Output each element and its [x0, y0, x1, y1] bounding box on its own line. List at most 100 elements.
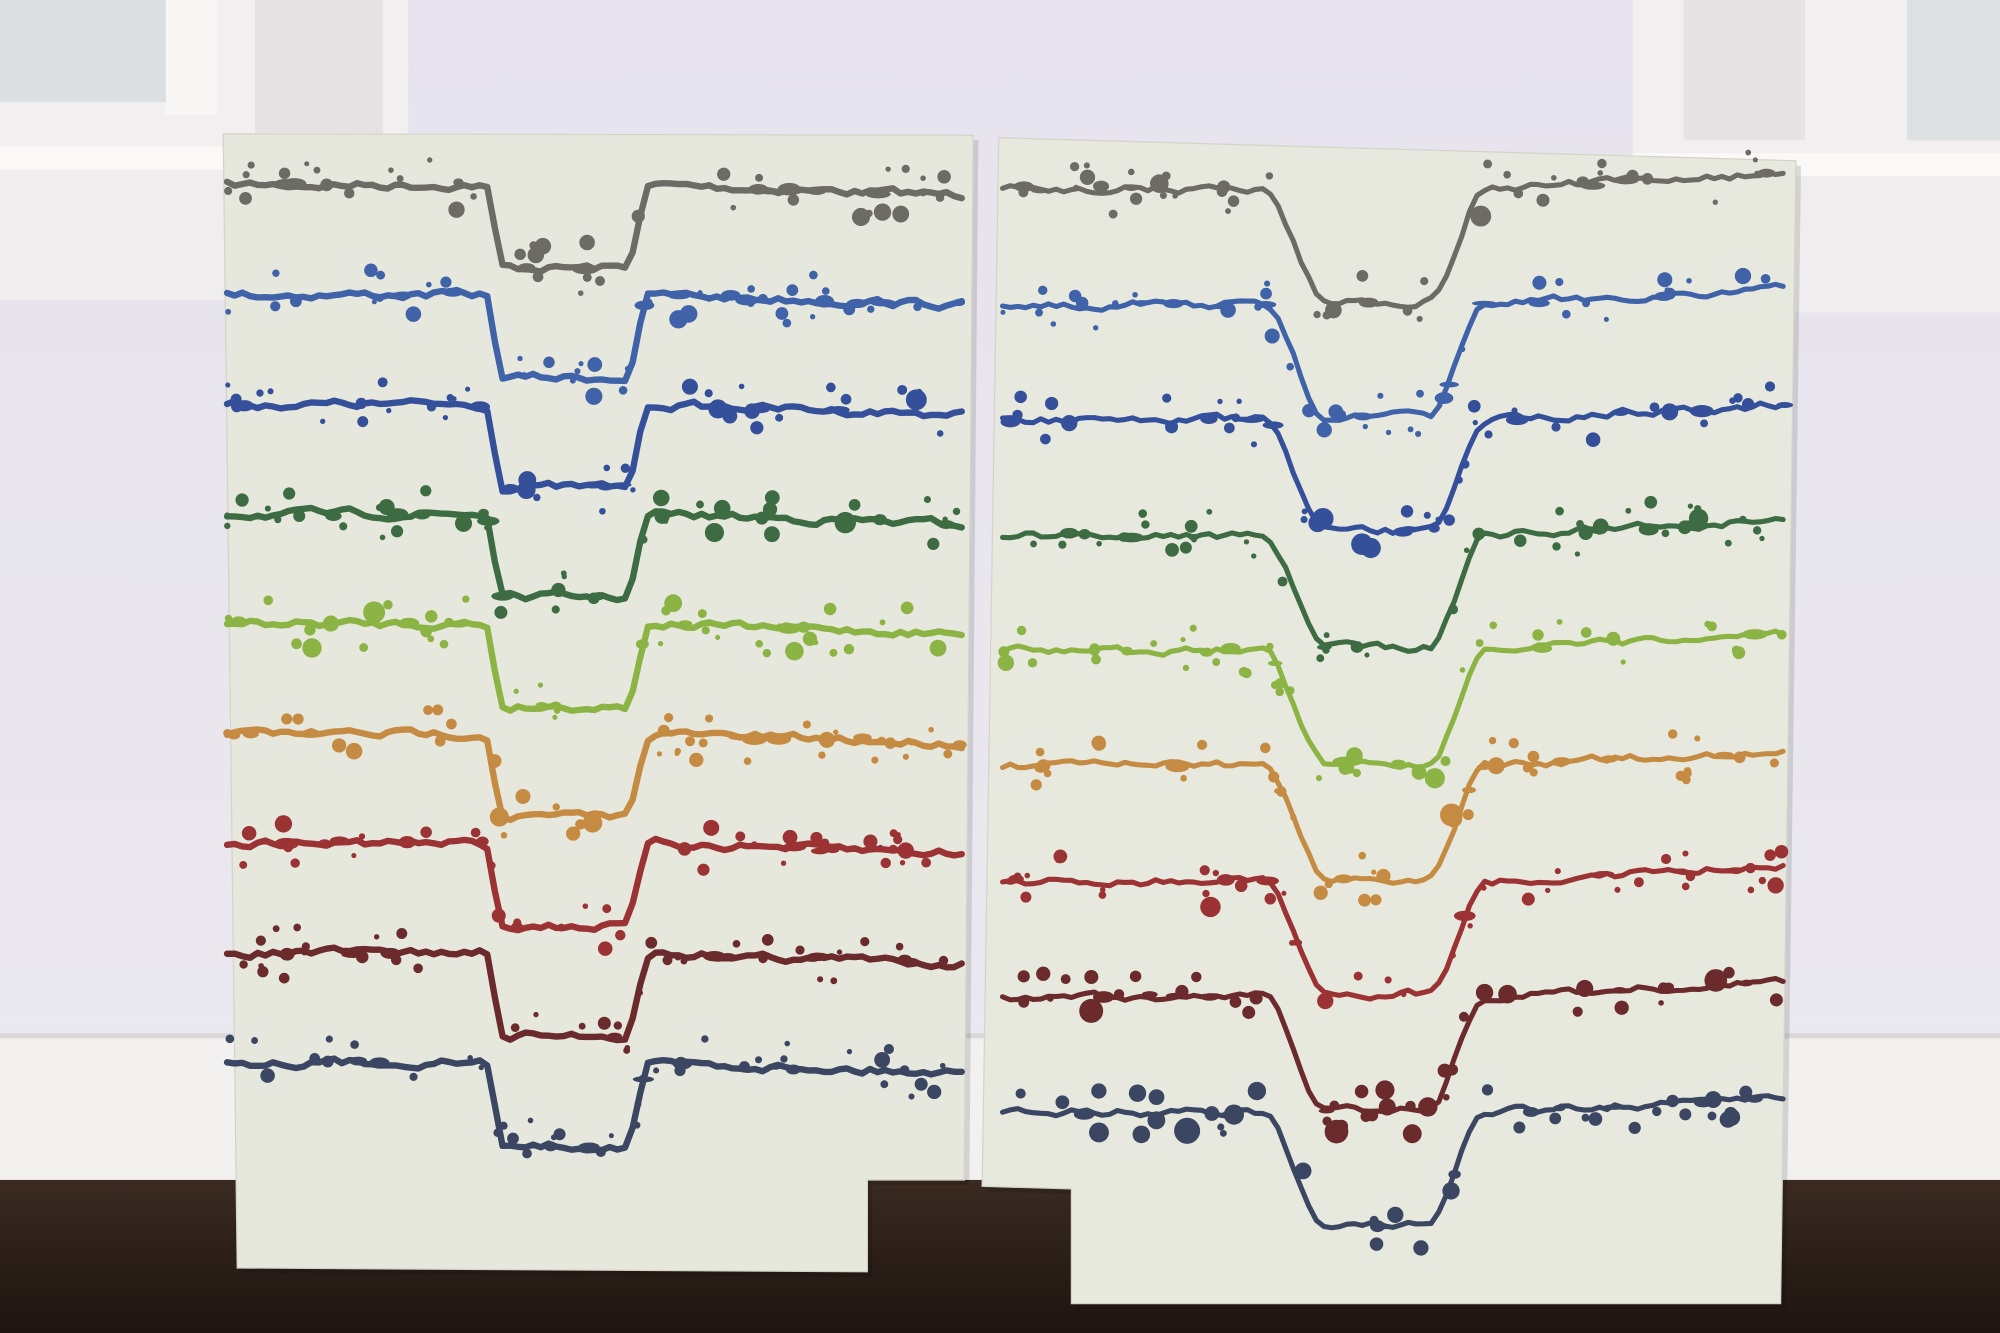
paint-blob — [823, 735, 835, 747]
paint-drop — [1264, 280, 1271, 287]
paint-drop — [1217, 398, 1223, 405]
paint-drop — [754, 1056, 763, 1064]
paint-drop — [566, 826, 581, 841]
paint-drop — [823, 602, 837, 616]
left-panel — [222, 133, 974, 1273]
paint-blob — [806, 952, 830, 962]
paint-drop — [1265, 172, 1274, 180]
paint-drop — [1472, 527, 1485, 541]
paint-drop — [1251, 553, 1257, 559]
paint-drop — [1724, 539, 1732, 547]
paint-drop — [715, 634, 721, 640]
paint-drop — [263, 595, 274, 606]
paint-drop — [1411, 527, 1417, 533]
paint-drop — [396, 175, 404, 183]
paint-drop — [1079, 169, 1096, 185]
paint-drop — [426, 281, 432, 288]
paint-drop — [1402, 1124, 1422, 1144]
paint-drop — [1274, 788, 1280, 794]
paint-drop — [1276, 786, 1287, 797]
paint-drop — [927, 1084, 942, 1100]
paint-blob — [1693, 1097, 1713, 1108]
paint-blob — [1089, 643, 1100, 657]
paint-drop — [743, 757, 752, 765]
paint-drop — [376, 270, 386, 280]
paint-blob — [1333, 874, 1354, 884]
paint-blob — [1742, 629, 1768, 640]
paint-blob — [1613, 177, 1639, 185]
paint-drop — [1435, 516, 1441, 522]
paint-drop — [239, 861, 248, 869]
paint-drop — [575, 819, 586, 830]
paint-drop — [1387, 1206, 1404, 1224]
paint-drop — [764, 490, 780, 506]
paint-drop — [1073, 184, 1079, 191]
paint-drop — [656, 751, 663, 757]
paint-drop — [1527, 750, 1540, 763]
paint-drop — [652, 489, 670, 507]
paint-blob — [1471, 300, 1497, 306]
paint-drop — [513, 688, 519, 694]
paint-drop — [1620, 659, 1626, 665]
paint-drop — [1250, 441, 1258, 448]
paint-drop — [582, 272, 592, 282]
paint-drop — [1511, 407, 1518, 414]
paint-drop — [1242, 1005, 1256, 1019]
paint-drop — [877, 844, 884, 851]
paint-drop — [1316, 654, 1325, 663]
paint-drop — [848, 499, 861, 511]
paint-drop — [1722, 1108, 1741, 1126]
paint-drop — [434, 735, 446, 747]
paint-drop — [1572, 1006, 1583, 1017]
paint-blob — [517, 263, 536, 273]
paint-drop — [1458, 1011, 1469, 1022]
paint-drop — [833, 729, 839, 735]
paint-drop — [1758, 876, 1767, 885]
paint-drop — [696, 500, 704, 509]
paint-drop — [1260, 287, 1272, 300]
paint-blob — [776, 623, 802, 634]
paint-drop — [929, 639, 947, 657]
paint-drop — [552, 803, 560, 811]
paint-drop — [1091, 654, 1102, 665]
paint-drop — [1270, 681, 1279, 690]
paint-blob — [668, 293, 690, 300]
paint-drop — [1035, 308, 1043, 317]
paint-drop — [529, 241, 538, 250]
paint-drop — [680, 957, 688, 965]
paint-drop — [1378, 1098, 1396, 1116]
paint-drop — [1707, 1111, 1717, 1121]
paint-blob — [1332, 756, 1358, 767]
paint-drop — [1529, 768, 1538, 777]
paint-drop — [1234, 879, 1248, 893]
paint-drop — [224, 614, 233, 623]
paint-drop — [937, 170, 951, 184]
paint-drop — [1484, 430, 1493, 439]
paint-drop — [1436, 402, 1443, 409]
paint-blob — [242, 729, 259, 739]
paint-drop — [363, 601, 386, 624]
paint-drop — [1179, 541, 1192, 554]
paint-drop — [585, 387, 603, 405]
paint-blob — [1505, 414, 1529, 426]
paint-blob — [1597, 756, 1616, 762]
paint-drop — [1413, 1240, 1429, 1256]
paint-drop — [364, 263, 378, 278]
paint-blob — [1199, 647, 1214, 657]
paint-blob — [1602, 1104, 1626, 1110]
paint-blob — [503, 483, 518, 491]
paint-blob — [535, 701, 548, 709]
paint-drop — [304, 161, 310, 167]
paint-drop — [499, 1121, 508, 1130]
paint-blob — [476, 836, 489, 847]
paint-drop — [1015, 1088, 1026, 1099]
paint-blob — [1119, 532, 1144, 543]
paint-drop — [664, 713, 674, 723]
paint-drop — [1275, 687, 1285, 697]
paint-drop — [1747, 886, 1755, 894]
paint-drop — [345, 742, 363, 760]
paint-drop — [1219, 1129, 1227, 1137]
paint-blob — [1391, 759, 1406, 767]
paint-blob — [1200, 995, 1219, 1001]
paint-drop — [225, 1034, 235, 1044]
